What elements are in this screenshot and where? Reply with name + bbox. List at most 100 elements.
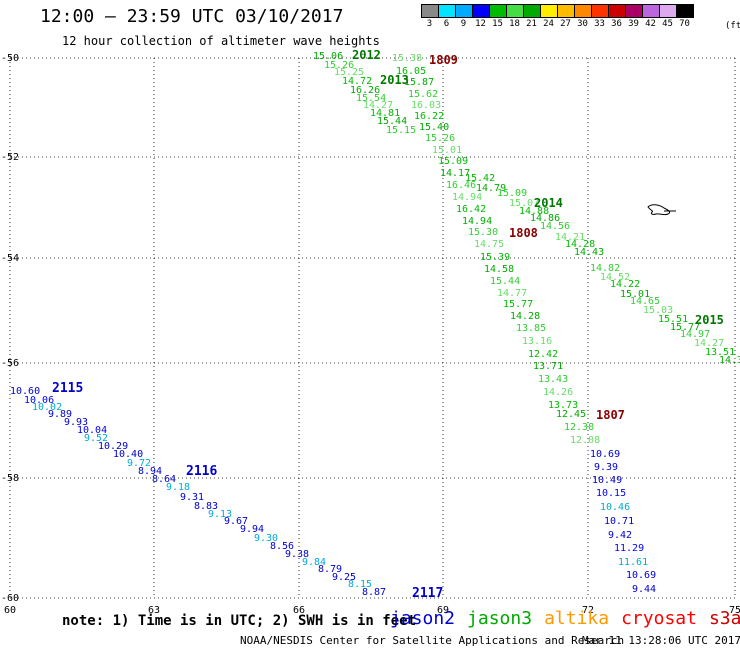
swh-value-jason3: 15.09 [438, 156, 468, 167]
swh-value-jason3: 15.25 [334, 67, 364, 78]
swh-value-jason3: 14.88 [519, 206, 549, 217]
swh-value-jason3: 15.07 [509, 198, 539, 209]
swh-value-jason2: 9.18 [166, 482, 190, 493]
legend-label: 27 [560, 19, 571, 29]
swh-value-jason3: 15.44 [490, 276, 520, 287]
time-label-jason2: 2116 [186, 464, 217, 479]
lon-tick-label: 66 [293, 605, 305, 616]
swh-value-jason2: 11.29 [614, 543, 644, 554]
satellite-jason2: jason2 [390, 608, 456, 629]
page-title: 12:00 – 23:59 UTC 03/10/2017 [40, 6, 344, 27]
swh-value-jason3: 14.22 [610, 279, 640, 290]
swh-value-jason2: 9.67 [224, 516, 248, 527]
swh-value-jason2: 9.13 [208, 509, 232, 520]
swh-value-jason3: 14.26 [543, 387, 573, 398]
swh-value-jason3: 15.03 [643, 305, 673, 316]
swh-value-jason2: 8.56 [270, 541, 294, 552]
swh-value-jason2: 10.69 [626, 570, 656, 581]
swh-value-jason3: 14.82 [590, 263, 620, 274]
legend-label: 42 [645, 19, 656, 29]
swh-value-jason2: 9.31 [180, 492, 204, 503]
lat-tick-label: -52 [1, 152, 19, 163]
legend-unit: (ft) [725, 21, 740, 31]
time-label-jason2: 2117 [412, 586, 443, 601]
swh-value-jason3: 15.87 [404, 77, 434, 88]
swh-value-jason3: 14.58 [484, 264, 514, 275]
swh-value-jason3: 14.77 [497, 288, 527, 299]
swh-value-jason2: 8.94 [138, 466, 162, 477]
swh-value-jason3: 14.27 [363, 100, 393, 111]
swh-value-jason2: 9.42 [608, 530, 632, 541]
swh-value-jason2: 8.87 [362, 587, 386, 598]
page-subtitle: 12 hour collection of altimeter wave hei… [62, 34, 380, 48]
legend-label: 3 [426, 19, 433, 29]
swh-value-jason3: 13.43 [538, 374, 568, 385]
legend-label: 24 [543, 19, 554, 29]
swh-value-jason3: 13.51 [705, 347, 735, 358]
time-label-s3a: 1808 [509, 226, 538, 240]
legend-label: 15 [492, 19, 503, 29]
satellite-cryosat: cryosat [621, 608, 697, 629]
legend-label: 45 [662, 19, 673, 29]
swh-value-jason3: 14.3 [719, 355, 740, 366]
satellite-altika: altika [544, 608, 610, 629]
swh-value-jason2: 10.40 [113, 449, 143, 460]
swh-value-jason2: 9.52 [84, 433, 108, 444]
swh-value-jason2: 9.84 [302, 557, 326, 568]
legend-label: 9 [460, 19, 467, 29]
swh-value-jason2: 10.71 [604, 516, 634, 527]
swh-value-jason2: 8.83 [194, 501, 218, 512]
swh-value-jason3: 14.27 [694, 338, 724, 349]
swh-value-jason3: 16.22 [414, 111, 444, 122]
swh-value-jason3: 15.44 [377, 116, 407, 127]
swh-value-jason2: 10.04 [77, 425, 107, 436]
footer-timestamp: Mar 11 13:28:06 UTC 2017 [582, 634, 740, 647]
swh-value-jason2: 9.25 [332, 572, 356, 583]
swh-value-jason3: 15.62 [408, 89, 438, 100]
time-label-jason3: 2014 [534, 196, 563, 210]
swh-value-jason2: 9.93 [64, 417, 88, 428]
swh-value-jason2: 9.72 [127, 458, 151, 469]
swh-value-jason3: 16.26 [350, 85, 380, 96]
swh-value-jason3: 14.65 [630, 296, 660, 307]
swh-value-jason2: 9.39 [594, 462, 618, 473]
swh-value-jason3: 15.15 [386, 125, 416, 136]
footer-credit: NOAA/NESDIS Center for Satellite Applica… [240, 634, 625, 647]
swh-value-jason3: 12.38 [564, 422, 594, 433]
swh-value-jason2: 8.79 [318, 564, 342, 575]
lon-tick-label: 60 [4, 605, 16, 616]
swh-value-jason3: 15.26 [324, 60, 354, 71]
swh-value-jason2: 10.29 [98, 441, 128, 452]
swh-value-jason3: 16.46 [446, 180, 476, 191]
swh-value-jason2: 9.30 [254, 533, 278, 544]
island-outline [647, 204, 676, 216]
swh-value-jason3: 15.01 [620, 289, 650, 300]
color-legend: 3 6 9 12 15 18 21 24 27 30 33 36 39 42 45 70 [421, 4, 694, 29]
swh-value-jason3: 14.52 [600, 272, 630, 283]
swh-value-jason2: 10.15 [596, 488, 626, 499]
legend-label: 70 [679, 19, 690, 29]
swh-value-jason3: 15.51 [658, 314, 688, 325]
swh-value-jason2: 8.64 [152, 474, 176, 485]
swh-value-jason2: 10.02 [32, 402, 62, 413]
swh-value-jason2: 10.06 [24, 395, 54, 406]
swh-value-jason3: 15.77 [670, 322, 700, 333]
swh-value-jason3: 14.28 [510, 311, 540, 322]
footer-note: note: 1) Time is in UTC; 2) SWH is in fe… [62, 613, 417, 629]
legend-label: 39 [628, 19, 639, 29]
swh-value-jason3: 14.43 [574, 247, 604, 258]
swh-value-jason2: 8.15 [348, 579, 372, 590]
swh-value-jason3: 13.73 [548, 400, 578, 411]
swh-value-jason3: 16.05 [396, 66, 426, 77]
satellite-jason3: jason3 [467, 608, 533, 629]
swh-value-jason3: 15.30 [468, 227, 498, 238]
swh-value-jason3: 14.86 [530, 213, 560, 224]
lon-tick-label: 69 [437, 605, 449, 616]
swh-value-jason3: 14.75 [474, 239, 504, 250]
swh-value-jason3: 14.94 [462, 216, 492, 227]
legend-swatches [421, 4, 694, 18]
swh-value-jason3: 15.06 [313, 51, 343, 62]
swh-value-jason2: 9.38 [285, 549, 309, 560]
swh-value-jason3: 15.09 [497, 188, 527, 199]
swh-value-jason2: 9.89 [48, 409, 72, 420]
